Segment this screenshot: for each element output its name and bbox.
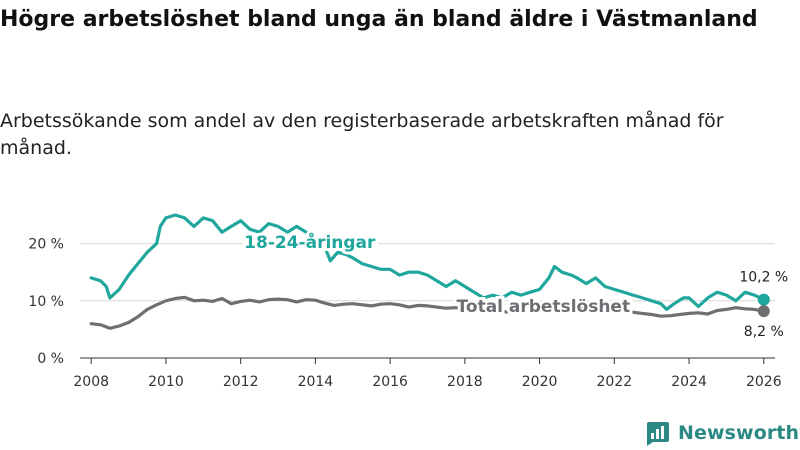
x-tick-label: 2018	[447, 374, 483, 390]
x-tick-label: 2024	[671, 374, 707, 390]
x-tick-label: 2020	[522, 374, 558, 390]
series-labels: 18-24-åringar Total arbetslöshet 10,2 % 8,2…	[241, 228, 788, 340]
youth-end-marker	[757, 293, 770, 306]
chart-subtitle: Arbetssökande som andel av den registerb…	[0, 110, 724, 159]
series-lines	[89, 213, 770, 330]
newsworthy-brand[interactable]: Newsworthy	[644, 418, 800, 448]
total-end-marker	[757, 305, 770, 318]
brand-name: Newsworthy	[678, 422, 800, 444]
y-tick-label: 10 %	[28, 294, 64, 310]
youth-end-value-label: 10,2 %	[739, 270, 788, 286]
x-tick-label: 2012	[223, 374, 259, 390]
y-tick-label: 20 %	[28, 237, 64, 253]
x-tick-label: 2008	[73, 374, 109, 390]
x-tick-label: 2010	[148, 374, 184, 390]
x-tick-label: 2022	[597, 374, 633, 390]
x-tick-label: 2014	[298, 374, 334, 390]
total-series-line	[89, 295, 766, 330]
x-tick-label: 2026	[746, 374, 782, 390]
youth-series-line	[89, 213, 766, 311]
x-tick-label: 2016	[372, 374, 408, 390]
page-title: Högre arbetslöshet bland unga än bland ä…	[0, 7, 758, 32]
youth-series-label: 18-24-åringar	[244, 231, 376, 253]
axes: 0 % 10 % 20 % 2008 2010 2012 2014 2016 2018 2020 2…	[28, 237, 781, 390]
total-series-label: Total arbetslöshet	[457, 297, 631, 317]
bar-chart-bubble-icon	[647, 422, 669, 446]
y-tick-label: 0 %	[37, 351, 64, 367]
total-end-value-label: 8,2 %	[744, 324, 784, 340]
gridlines	[80, 243, 775, 359]
